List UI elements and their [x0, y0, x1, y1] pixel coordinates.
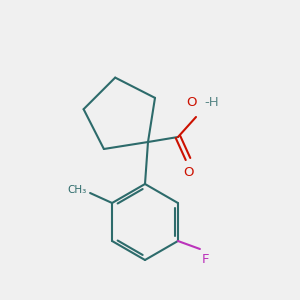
Text: CH₃: CH₃: [68, 185, 87, 195]
Text: -H: -H: [204, 96, 219, 109]
Text: O: O: [184, 166, 194, 179]
Text: F: F: [202, 253, 209, 266]
Text: O: O: [187, 96, 197, 109]
